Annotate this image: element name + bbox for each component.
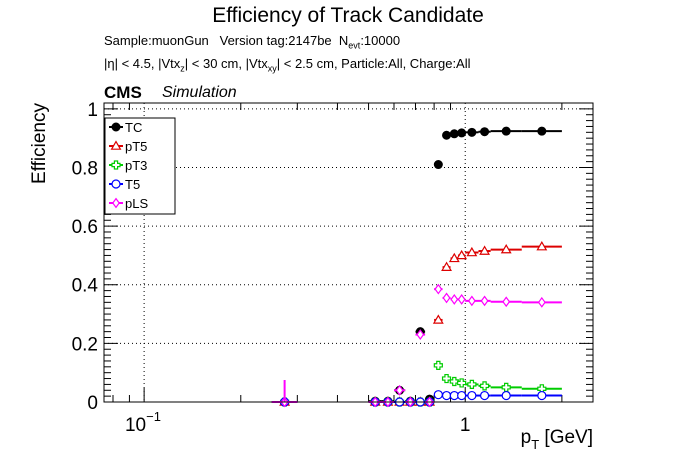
data-marks: [271, 126, 562, 408]
legend-label-tc: TC: [125, 120, 142, 135]
cuts-eta: |η| < 4.5, |Vtx: [104, 56, 181, 71]
sample-info: Sample:muonGun Version tag:2147be Nevt:1…: [104, 33, 400, 51]
y-axis-label: Efficiency: [29, 103, 50, 184]
marker-pt3: [111, 160, 121, 170]
marker-pls: [442, 292, 451, 304]
marker-pls: [112, 197, 120, 209]
cuts-tail: | < 2.5 cm, Particle:All, Charge:All: [276, 56, 471, 71]
legend-label-pt5: pT5: [125, 139, 147, 154]
marker-t5: [457, 390, 467, 401]
marker-tc: [537, 126, 547, 136]
marker-pt5: [466, 246, 478, 257]
nevt-sub: evt: [348, 40, 361, 51]
marker-pt5: [441, 261, 452, 271]
marker-tc: [449, 129, 459, 139]
legend-label-t5: T5: [125, 177, 140, 192]
marker-pls: [416, 329, 425, 340]
marker-pt3: [479, 381, 490, 391]
grid-lines: [104, 103, 593, 403]
marker-pls: [467, 295, 476, 307]
x-tick-label-exponent: −1: [146, 409, 161, 424]
marker-t5: [479, 390, 490, 401]
marker-pls: [450, 293, 459, 305]
x-axis-label: pT [GeV]: [521, 427, 593, 452]
marker-tc: [111, 122, 121, 132]
legend-label-pt3: pT3: [125, 158, 147, 173]
x-tick-label-one: 1: [460, 415, 471, 436]
cuts-xy-sub: xy: [267, 63, 277, 74]
marker-pt3: [433, 360, 443, 370]
marker-pt3: [501, 382, 511, 392]
y-tick-label: 0.4: [72, 276, 99, 297]
nevt-value: :10000: [360, 33, 401, 48]
cuts-z-sub: z: [180, 63, 185, 74]
series-t5: [271, 390, 562, 407]
marker-pls: [434, 283, 443, 295]
marker-pls: [395, 384, 404, 396]
marker-pt5: [432, 314, 444, 324]
cuts-mid: | < 30 cm, |Vtx: [184, 56, 268, 71]
marker-t5: [467, 390, 477, 401]
marker-pls: [480, 295, 489, 307]
legend: TC pT5 pT3 T5 pLS: [104, 117, 176, 215]
plot-frame: [103, 102, 594, 403]
cuts-info: |η| < 4.5, |Vtxz| < 30 cm, |Vtxxy| < 2.5…: [104, 56, 471, 74]
x-tick-label-ten: 10: [125, 415, 146, 436]
x-tick-labels: 10 −1 1: [125, 409, 471, 436]
marker-t5: [501, 390, 511, 401]
marker-t5: [441, 390, 452, 401]
chart-title: Efficiency of Track Candidate: [212, 4, 484, 27]
marker-pt3: [449, 376, 459, 387]
marker-t5: [111, 179, 121, 189]
legend-label-pls: pLS: [125, 196, 148, 211]
y-tick-label: 1: [87, 100, 98, 121]
nevt-label: N: [338, 33, 349, 48]
marker-pls: [537, 296, 546, 308]
marker-t5: [537, 390, 547, 401]
marker-pt3: [467, 379, 477, 390]
y-tick-label: 0.8: [72, 158, 98, 179]
marker-pls: [457, 293, 466, 305]
y-tick-label: 0.6: [72, 217, 98, 238]
series-pt5: [271, 241, 562, 406]
x-axis-label-p: p: [521, 427, 532, 448]
marker-t5: [433, 390, 443, 400]
marker-pls: [502, 296, 511, 308]
marker-tc: [442, 130, 452, 140]
y-tick-label: 0.2: [72, 334, 98, 355]
series-tc: [271, 126, 562, 407]
y-tick-labels: 0 0.2 0.4 0.6 0.8 1: [72, 100, 99, 414]
marker-pt5: [500, 243, 512, 254]
marker-pt3: [441, 373, 452, 384]
marker-tc: [467, 127, 477, 137]
y-tick-label: 0: [87, 393, 98, 414]
marker-pt5: [536, 241, 548, 251]
cms-label: CMS: [104, 83, 142, 102]
marker-pt5: [110, 140, 122, 150]
marker-tc: [501, 126, 511, 136]
version-label: Version tag:2147be: [219, 33, 332, 48]
simulation-label: Simulation: [162, 84, 237, 101]
marker-tc: [457, 128, 467, 138]
x-axis-label-unit: [GeV]: [539, 427, 593, 448]
marker-tc: [433, 160, 443, 170]
marker-pt5: [479, 245, 491, 255]
marker-pt5: [456, 249, 468, 260]
x-axis-label-sub: T: [531, 437, 539, 452]
marker-pt5: [448, 252, 460, 263]
marker-tc: [480, 127, 490, 137]
axis-ticks: [104, 103, 593, 403]
sample-label: Sample:muonGun: [104, 33, 209, 48]
marker-pt3: [457, 378, 467, 388]
